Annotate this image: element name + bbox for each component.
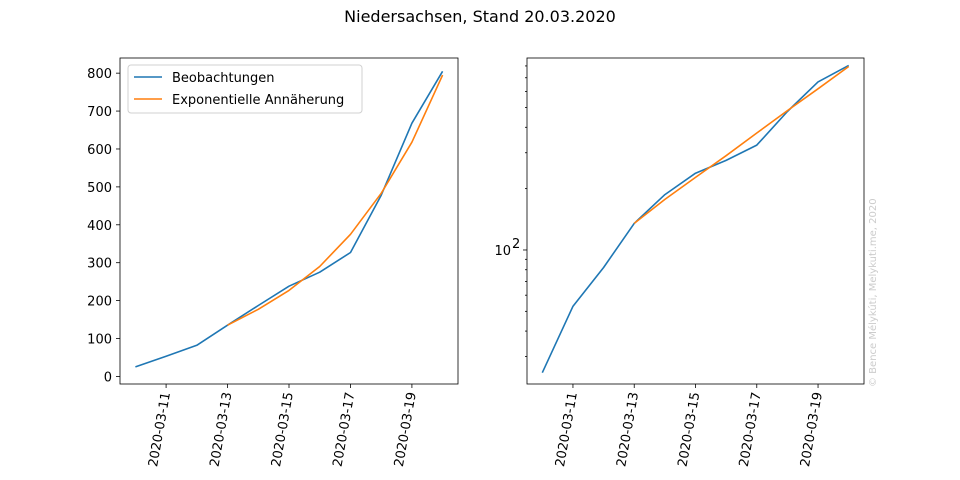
x-tick-label: 2020-03-13	[614, 391, 642, 468]
x-tick-label: 2020-03-13	[208, 391, 236, 468]
y-tick-label: 100	[87, 333, 112, 348]
x-tick-label: 2020-03-11	[146, 391, 174, 468]
y-tick-label: 400	[87, 219, 112, 234]
watermark: © Bence Mélykúti, Melykuti.me, 2020	[867, 198, 879, 387]
y-tick-label: 700	[87, 105, 112, 120]
x-tick-label: 2020-03-17	[737, 391, 765, 468]
y-tick-label: 0	[104, 370, 112, 385]
axes-frame	[526, 57, 865, 385]
x-tick-label: 2020-03-15	[676, 391, 704, 468]
x-tick-label: 2020-03-17	[331, 391, 359, 468]
figure-title: Niedersachsen, Stand 20.03.2020	[344, 7, 616, 26]
series-line-observed	[135, 70, 444, 368]
linear-panel: 2020-03-11 2020-03-13 2020-03-15 2020-03-17…	[87, 57, 459, 468]
legend-label-fit: Exponentielle Annäherung	[172, 93, 344, 108]
y-tick-label: 10	[494, 244, 511, 259]
y-tick-label: 800	[87, 67, 112, 82]
x-tick-label: 2020-03-19	[392, 391, 420, 468]
y-tick-label: 200	[87, 295, 112, 310]
y-tick-label: 500	[87, 181, 112, 196]
x-tick-label: 2020-03-19	[798, 391, 826, 468]
legend-box	[127, 64, 363, 114]
x-tick-label: 2020-03-11	[553, 391, 581, 468]
x-tick-label: 2020-03-15	[269, 391, 297, 468]
series-line-fit	[633, 65, 850, 225]
y-tick-label: 600	[87, 143, 112, 158]
log-panel: 2020-03-11 2020-03-13 2020-03-15 2020-03-17…	[494, 57, 865, 468]
y-tick-label-exponent: 2	[512, 237, 520, 252]
series-line-fit	[227, 74, 444, 326]
series-line-observed	[541, 64, 850, 374]
legend-label-observed: Beobachtungen	[172, 71, 275, 86]
y-tick-label: 300	[87, 257, 112, 272]
